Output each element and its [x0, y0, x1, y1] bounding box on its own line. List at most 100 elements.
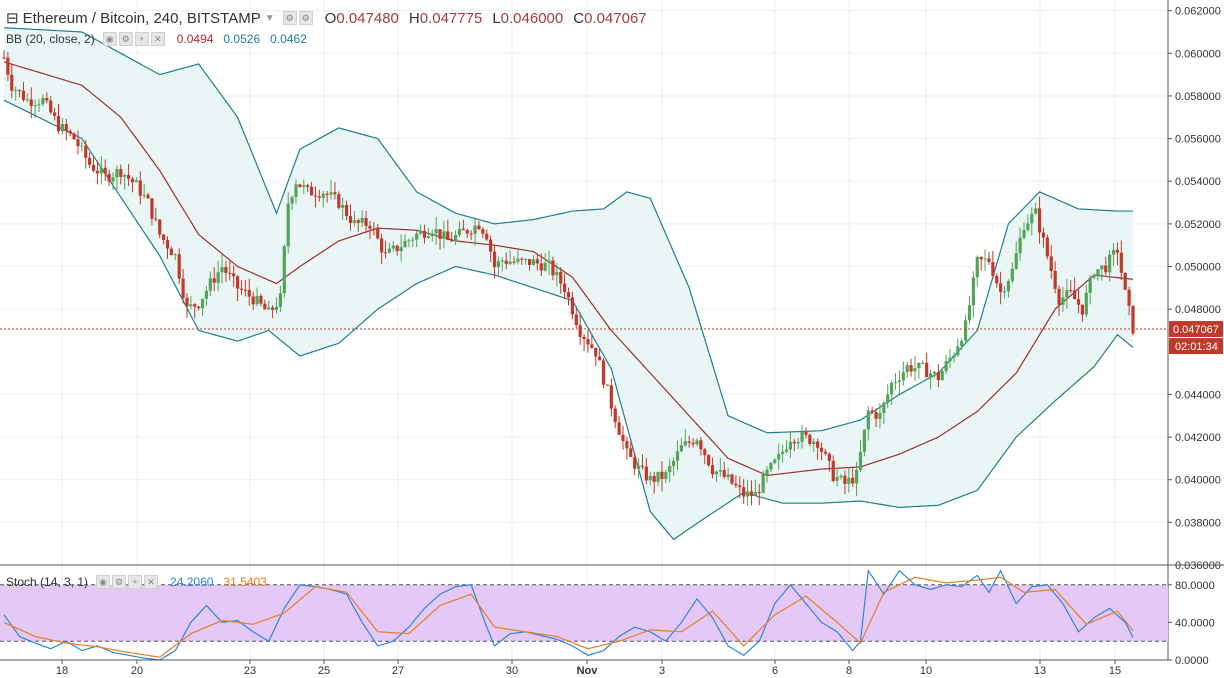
candle-body	[239, 288, 244, 290]
candle-body	[450, 240, 454, 242]
candle-body	[197, 306, 201, 309]
gear-icon[interactable]: ⚙	[298, 11, 313, 25]
candle-body	[64, 124, 68, 131]
settings-icon[interactable]: ⚙	[118, 32, 133, 46]
price-axis-label: 0.050000	[1175, 262, 1221, 274]
candle-body	[391, 245, 395, 249]
candle-body	[220, 267, 224, 273]
candle-body	[56, 115, 61, 132]
candle-body	[446, 231, 450, 241]
candle-body	[1119, 252, 1123, 273]
candle-body	[212, 278, 216, 283]
candle-body	[1018, 237, 1022, 254]
price-axis-label: 0.056000	[1175, 134, 1221, 146]
candle-body	[267, 307, 271, 310]
price-axis-label: 0.054000	[1175, 176, 1221, 188]
candle-body	[784, 449, 789, 452]
candle-body	[107, 173, 111, 182]
candle-body	[243, 289, 247, 291]
candle-body	[232, 273, 236, 277]
candle-body	[53, 112, 57, 116]
candle-body	[792, 441, 796, 444]
candle-body	[489, 239, 493, 252]
candle-body	[25, 99, 29, 101]
candle-body	[991, 262, 995, 276]
eye-icon[interactable]: ◉	[96, 575, 111, 589]
candle-body	[590, 344, 594, 348]
candle-body	[1123, 272, 1127, 290]
candle-body	[745, 491, 750, 497]
candle-body	[851, 477, 855, 484]
close-icon[interactable]: ✕	[144, 575, 159, 589]
time-axis-label: 27	[392, 665, 404, 677]
candle-body	[1131, 305, 1135, 334]
candle-body	[150, 198, 154, 219]
candle-body	[508, 261, 512, 264]
candle-body	[847, 477, 851, 484]
candle-body	[130, 178, 135, 183]
candle-body	[500, 260, 504, 262]
candle-body	[14, 90, 18, 92]
time-axis-label: 8	[846, 665, 852, 677]
candle-body	[512, 261, 516, 263]
candle-body	[555, 271, 559, 276]
candle-body	[21, 90, 26, 100]
candle-body	[753, 492, 757, 496]
candle-body	[88, 157, 92, 165]
candle-body	[95, 170, 100, 174]
candle-body	[812, 441, 816, 445]
candle-body	[707, 455, 711, 466]
candle-body	[917, 362, 921, 369]
candle-body	[224, 267, 228, 273]
candle-body	[49, 100, 53, 113]
add-icon[interactable]: +	[134, 32, 149, 46]
candle-body	[1037, 208, 1042, 233]
candle-body	[84, 145, 88, 158]
candle-body	[29, 99, 33, 106]
eye-icon[interactable]: ◉	[102, 32, 117, 46]
candle-body	[134, 180, 138, 183]
candle-body	[629, 448, 633, 457]
close-icon[interactable]: ✕	[150, 32, 165, 46]
candle-body	[438, 229, 442, 239]
candle-body	[890, 382, 894, 395]
candle-body	[664, 472, 668, 479]
candle-body	[652, 475, 656, 482]
candle-body	[598, 356, 602, 361]
candle-body	[699, 440, 703, 450]
candle-body	[492, 251, 497, 268]
settings-icon[interactable]: ⚙	[112, 575, 127, 589]
candle-body	[387, 248, 392, 253]
candle-body	[808, 434, 812, 445]
bb-legend: BB (20, close, 2) ◉ ⚙ + ✕ 0.0494 0.0526 …	[6, 32, 307, 46]
settings-icon[interactable]: ⚙	[282, 11, 297, 25]
candle-body	[457, 228, 462, 235]
candle-body	[1108, 254, 1112, 273]
candle-body	[200, 298, 205, 309]
candle-body	[827, 453, 831, 461]
collapse-icon[interactable]: ⊟	[6, 10, 19, 27]
candle-body	[644, 466, 648, 481]
candle-body	[948, 357, 952, 362]
candle-body	[983, 258, 987, 260]
candle-body	[119, 169, 123, 177]
chevron-down-icon[interactable]: ▼	[264, 12, 275, 24]
candle-body	[341, 205, 345, 208]
candle-body	[1041, 232, 1046, 238]
candle-body	[551, 260, 555, 276]
candle-body	[535, 259, 539, 264]
candle-body	[742, 487, 746, 497]
candle-body	[317, 196, 321, 198]
candle-body	[72, 133, 76, 140]
candle-body	[1092, 276, 1096, 278]
candle-body	[309, 186, 314, 196]
candle-body	[527, 258, 532, 266]
add-icon[interactable]: +	[128, 575, 143, 589]
candle-body	[1073, 290, 1077, 300]
candle-body	[259, 295, 263, 304]
candle-body	[123, 175, 127, 177]
candle-body	[162, 234, 166, 241]
candle-body	[415, 233, 419, 240]
candle-body	[566, 292, 571, 298]
